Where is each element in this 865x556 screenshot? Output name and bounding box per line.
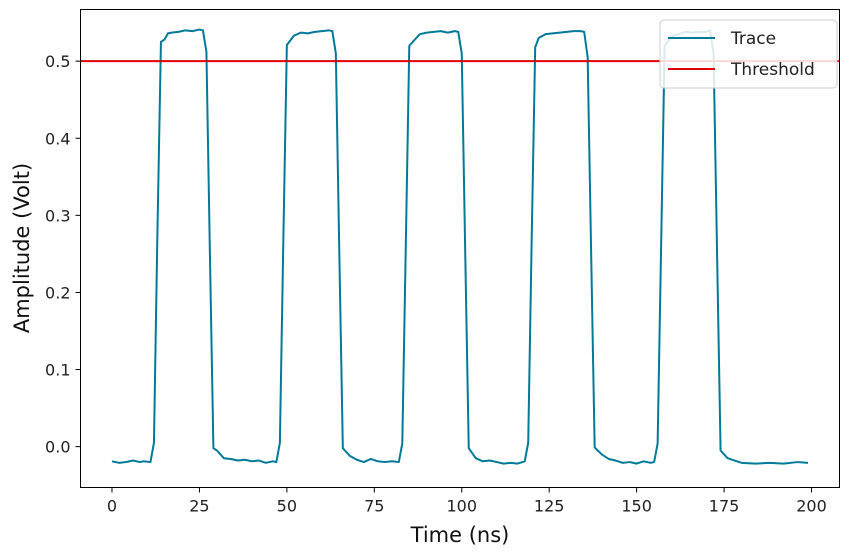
x-tick-label: 150 bbox=[621, 497, 652, 516]
x-tick-label: 0 bbox=[107, 497, 117, 516]
legend-label-threshold: Threshold bbox=[730, 60, 815, 80]
y-tick-label: 0.1 bbox=[45, 361, 70, 380]
x-tick-label: 25 bbox=[189, 497, 209, 516]
y-axis-label: Amplitude (Volt) bbox=[10, 163, 34, 333]
ticks-layer: 0 25 50 75 100 125 150 175 200 0.0 0.1 0.2 0.3 0.4 0.5 bbox=[45, 52, 827, 515]
plot-layer bbox=[80, 28, 840, 465]
y-tick-label: 0.0 bbox=[45, 438, 70, 457]
legend-label-trace: Trace bbox=[730, 29, 776, 49]
y-tick-label: 0.3 bbox=[45, 206, 70, 225]
series-line-trace bbox=[111, 28, 809, 465]
y-tick-label: 0.2 bbox=[45, 283, 70, 302]
plot-frame bbox=[80, 9, 840, 488]
x-axis-label: Time (ns) bbox=[410, 523, 510, 547]
x-tick-label: 75 bbox=[364, 497, 384, 516]
x-tick-label: 50 bbox=[277, 497, 297, 516]
x-tick-label: 100 bbox=[446, 497, 477, 516]
x-tick-label: 175 bbox=[709, 497, 740, 516]
x-tick-label: 200 bbox=[796, 497, 827, 516]
legend: Trace Threshold bbox=[659, 19, 838, 89]
y-tick-label: 0.4 bbox=[45, 129, 70, 148]
x-tick-label: 125 bbox=[534, 497, 565, 516]
y-tick-label: 0.5 bbox=[45, 52, 70, 71]
